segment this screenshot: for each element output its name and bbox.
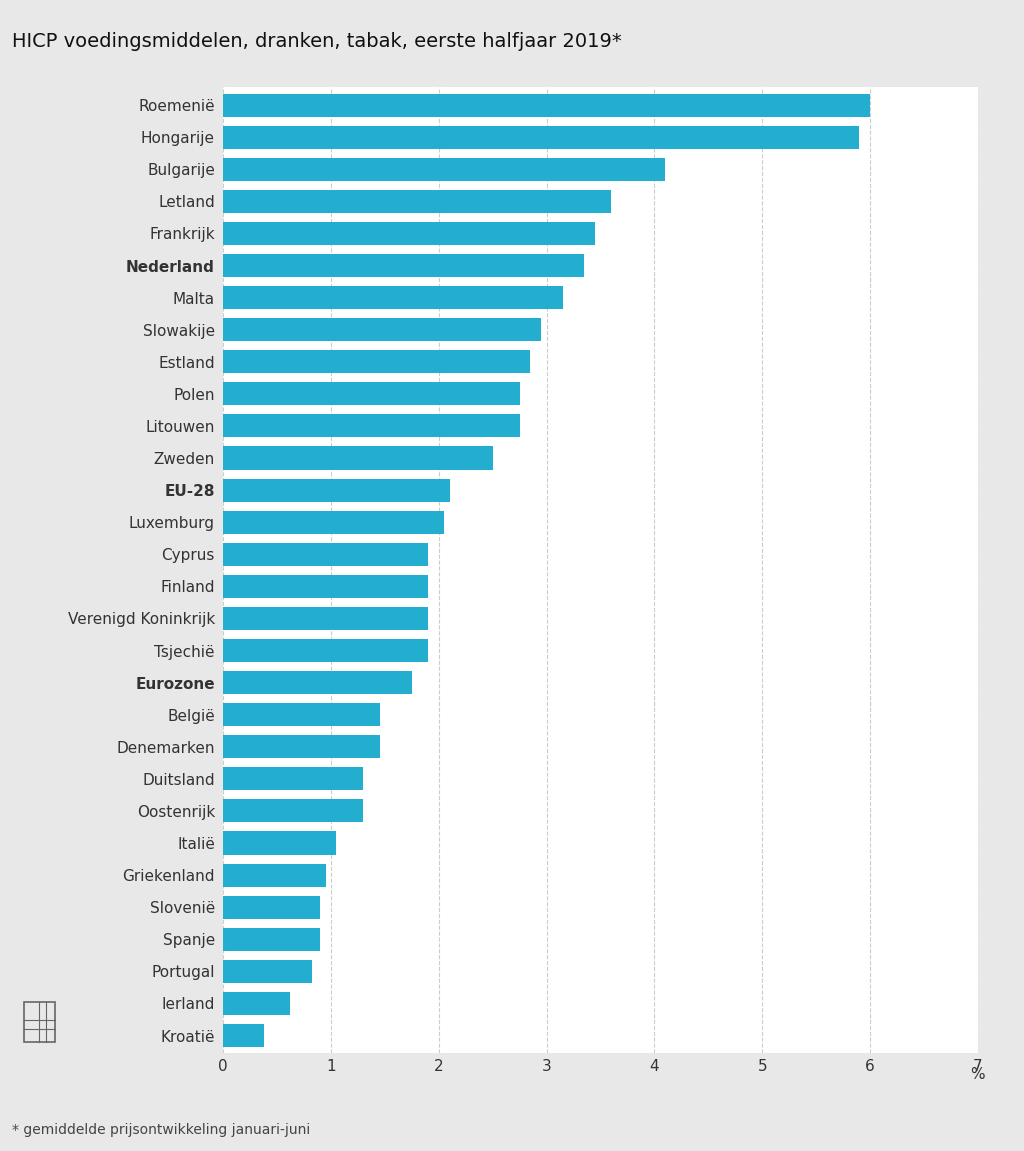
Bar [223,735,380,759]
Bar [223,928,321,951]
Bar [223,800,364,823]
Bar [223,574,428,597]
Bar [223,1024,264,1047]
Bar [223,382,520,405]
Bar [223,350,530,373]
Bar [223,287,563,310]
Bar [223,93,870,116]
Bar [223,158,666,181]
Bar [223,703,380,726]
Text: %: % [971,1067,985,1082]
Bar [223,511,444,534]
Bar [223,639,428,662]
Bar [223,831,337,854]
Text: * gemiddelde prijsontwikkeling januari-juni: * gemiddelde prijsontwikkeling januari-j… [12,1123,310,1137]
Bar [223,960,311,983]
Bar [223,543,428,566]
Bar [223,671,412,694]
Bar [223,863,326,886]
Bar [223,222,595,245]
Bar [223,768,364,791]
Bar [223,895,321,918]
Bar [223,447,493,470]
Bar [223,190,611,213]
Text: HICP voedingsmiddelen, dranken, tabak, eerste halfjaar 2019*: HICP voedingsmiddelen, dranken, tabak, e… [12,32,622,52]
Bar [223,125,859,148]
Bar [223,414,520,437]
Bar [223,318,542,341]
Bar [223,254,585,277]
Bar [223,992,290,1015]
Bar [223,479,450,502]
Bar [223,607,428,630]
